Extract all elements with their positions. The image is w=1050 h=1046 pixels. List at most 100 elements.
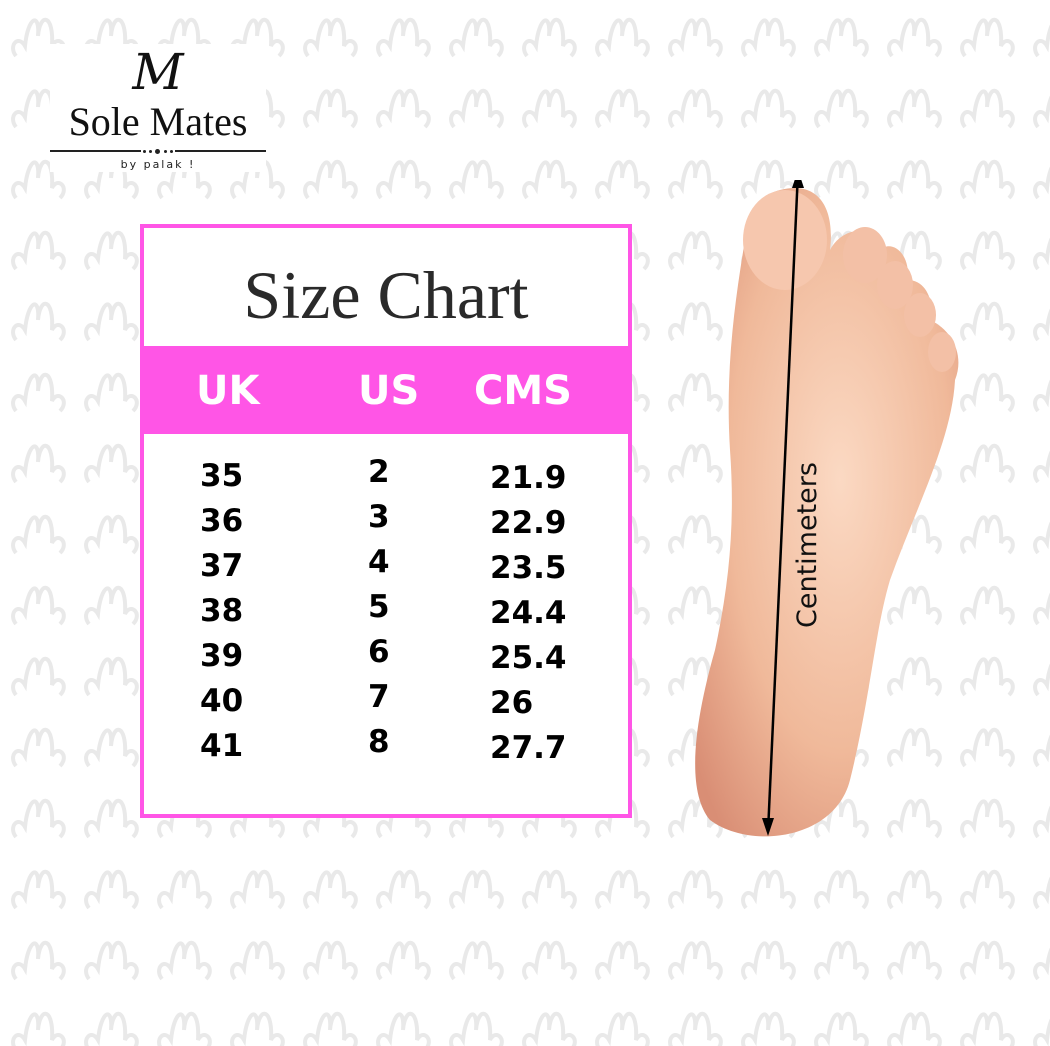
brand-logo: M Sole Mates by palak ! (50, 44, 266, 172)
uk-cell: 41 (200, 728, 244, 764)
us-column: 2 3 4 5 6 7 8 (368, 450, 390, 765)
pattern-monogram (84, 301, 139, 342)
pattern-monogram (887, 1011, 942, 1046)
cms-column: 21.9 22.9 23.5 24.4 25.4 26 27.7 (490, 456, 567, 771)
us-cell: 3 (368, 499, 390, 535)
pattern-monogram (1033, 1018, 1050, 1046)
pattern-monogram (449, 940, 504, 981)
pattern-monogram (887, 727, 942, 768)
pattern-monogram (522, 88, 577, 129)
pattern-monogram (741, 17, 796, 58)
us-cell: 5 (368, 589, 390, 625)
pattern-monogram (303, 88, 358, 129)
pattern-monogram (376, 940, 431, 981)
uk-cell: 40 (200, 683, 244, 719)
pattern-monogram (449, 159, 504, 200)
pattern-monogram (11, 17, 66, 58)
pattern-monogram (157, 940, 212, 981)
pattern-monogram (741, 88, 796, 129)
toe (877, 261, 913, 309)
cms-cell: 21.9 (490, 460, 567, 496)
us-cell: 6 (368, 634, 390, 670)
pattern-monogram (595, 17, 650, 58)
pattern-monogram (595, 88, 650, 129)
pattern-monogram (84, 159, 139, 200)
foot-sole (695, 188, 959, 837)
us-cell: 8 (368, 724, 390, 760)
pattern-monogram (84, 17, 139, 58)
toe (904, 293, 936, 337)
chart-title: Size Chart (243, 257, 529, 333)
pattern-monogram (960, 727, 1015, 768)
big-toe (743, 190, 827, 290)
pattern-monogram (741, 940, 796, 981)
pattern-monogram (84, 514, 139, 555)
header-row: UK US CMS (144, 346, 628, 434)
pattern-monogram (11, 230, 66, 271)
pattern-monogram (1033, 734, 1050, 768)
uk-cell: 36 (200, 503, 244, 539)
pattern-monogram (887, 798, 942, 839)
logo-divider (50, 147, 266, 155)
pattern-monogram (11, 585, 66, 626)
pattern-monogram (449, 1011, 504, 1046)
pattern-monogram (960, 656, 1015, 697)
brand-name: Sole Mates (68, 99, 248, 144)
pattern-monogram (1033, 947, 1050, 981)
pattern-monogram (668, 1011, 723, 1046)
pattern-monogram (376, 869, 431, 910)
pattern-monogram (668, 88, 723, 129)
pattern-monogram (668, 514, 723, 555)
pattern-monogram (84, 230, 139, 271)
toe (843, 227, 887, 283)
pattern-monogram (84, 798, 139, 839)
pattern-monogram (84, 443, 139, 484)
logo-divider-dots (141, 147, 175, 155)
pattern-monogram (157, 869, 212, 910)
pattern-monogram (1033, 663, 1050, 697)
pattern-monogram (11, 301, 66, 342)
brand-tagline: by palak ! (120, 158, 196, 171)
pattern-monogram (668, 869, 723, 910)
pattern-monogram (11, 443, 66, 484)
pattern-monogram (449, 88, 504, 129)
pattern-monogram (960, 940, 1015, 981)
us-cell: 4 (368, 544, 390, 580)
pattern-monogram (1033, 24, 1050, 58)
pattern-monogram (595, 159, 650, 200)
pattern-monogram (157, 17, 212, 58)
pattern-monogram (887, 88, 942, 129)
pattern-monogram (376, 17, 431, 58)
pattern-monogram (668, 372, 723, 413)
pattern-monogram (960, 372, 1015, 413)
pattern-monogram (522, 940, 577, 981)
pattern-monogram (376, 88, 431, 129)
pattern-monogram (1033, 237, 1050, 271)
pattern-monogram (303, 869, 358, 910)
pattern-monogram (303, 159, 358, 200)
pattern-monogram (960, 443, 1015, 484)
pattern-monogram (814, 940, 869, 981)
pattern-monogram (1033, 308, 1050, 342)
cms-cell: 24.4 (490, 595, 567, 631)
pattern-monogram (814, 869, 869, 910)
arrow-head-bottom (762, 818, 774, 836)
pattern-monogram (84, 940, 139, 981)
foot-illustration: Centimeters (695, 180, 959, 837)
pattern-monogram (84, 869, 139, 910)
measure-arrow (766, 180, 799, 833)
pattern-monogram (595, 1011, 650, 1046)
pattern-monogram (84, 585, 139, 626)
cms-cell: 26 (490, 685, 534, 721)
pattern-monogram (668, 230, 723, 271)
pattern-monogram (814, 159, 869, 200)
arrow-head-top (792, 180, 804, 188)
pattern-monogram (11, 869, 66, 910)
pattern-monogram (230, 159, 285, 200)
pattern-monogram (814, 1011, 869, 1046)
uk-cell: 39 (200, 638, 244, 674)
uk-cell: 37 (200, 548, 244, 584)
pattern-monogram (668, 585, 723, 626)
pattern-monogram (887, 869, 942, 910)
pattern-monogram (84, 727, 139, 768)
